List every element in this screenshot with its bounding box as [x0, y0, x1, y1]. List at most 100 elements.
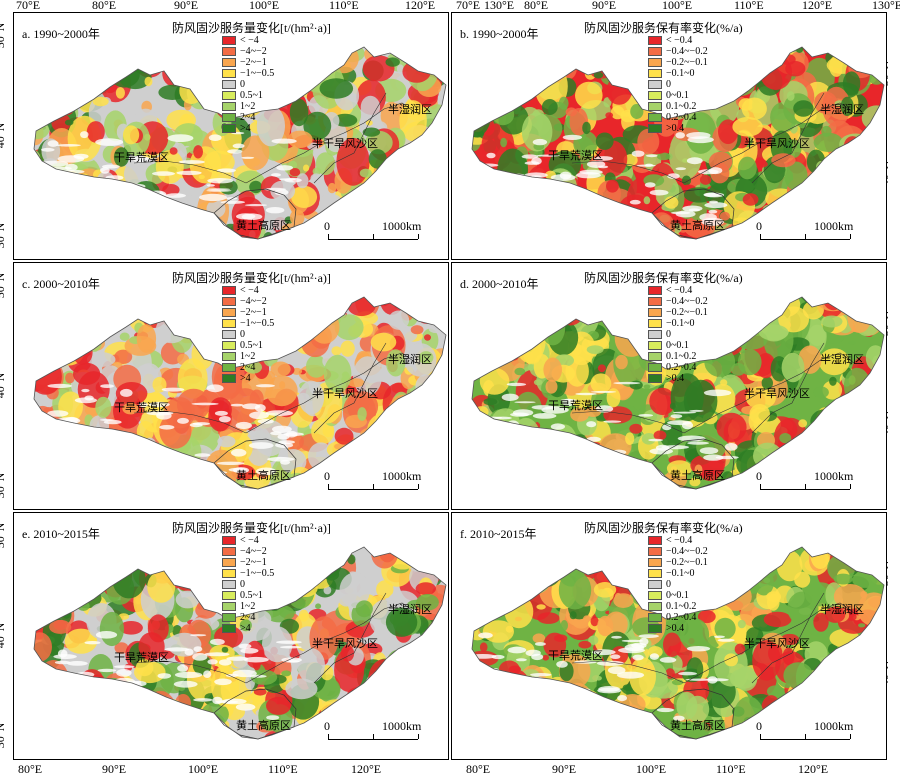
legend-item: < −4 [222, 535, 274, 546]
region-boundary [751, 92, 825, 184]
map-patch [82, 574, 94, 590]
map-patch [530, 193, 546, 202]
map-patch [794, 571, 811, 588]
map-patch [838, 655, 848, 662]
map-patch [871, 730, 880, 739]
legend-swatch [222, 613, 236, 622]
map-patch [474, 222, 498, 239]
map-patch [351, 219, 362, 234]
map-patch [178, 47, 189, 61]
map-patch [496, 681, 520, 696]
map-patch [563, 697, 582, 713]
map-patch [285, 566, 316, 609]
map-blank-patch [167, 134, 194, 142]
map-patch [676, 691, 698, 720]
map-patch [472, 729, 486, 739]
legend-label: 0.1~0.2 [666, 101, 697, 112]
map-patch [187, 297, 219, 331]
map-patch [149, 213, 177, 229]
map-patch [722, 222, 752, 239]
legend-swatch [648, 536, 662, 545]
legend-label: 0.5~1 [240, 90, 263, 101]
legend-label: 0 [666, 79, 671, 90]
map-patch [156, 204, 182, 228]
map-blank-patch [607, 666, 626, 675]
map-patch [393, 413, 417, 432]
map-patch [93, 460, 105, 475]
map-patch [363, 197, 380, 217]
map-patch [331, 702, 356, 720]
map-patch [409, 652, 421, 666]
legend-swatch [222, 113, 236, 122]
map-blank-patch [477, 687, 498, 693]
map-patch [499, 718, 517, 739]
legend-item: < −4 [222, 35, 274, 46]
map-patch [634, 586, 647, 596]
map-patch [545, 379, 558, 394]
map-patch [377, 168, 403, 185]
map-patch [126, 55, 136, 62]
map-blank-patch [267, 456, 295, 462]
map-patch [494, 676, 517, 699]
map-blank-patch [220, 200, 245, 204]
map-patch [191, 339, 214, 370]
map-patch [478, 475, 492, 487]
map-blank-patch [174, 671, 203, 679]
scale-zero: 0 [324, 719, 330, 733]
map-patch [601, 55, 609, 60]
map-patch [873, 127, 883, 139]
map-blank-patch [100, 167, 110, 174]
map-blank-patch [703, 192, 721, 197]
map-blank-patch [577, 467, 588, 473]
map-blank-patch [164, 193, 186, 198]
map-patch [120, 207, 131, 220]
map-patch [785, 700, 801, 716]
map-patch [586, 345, 604, 354]
map-patch [124, 161, 144, 187]
map-patch [724, 77, 755, 97]
map-patch [370, 332, 397, 352]
map-patch [159, 297, 182, 323]
map-patch [109, 60, 140, 88]
map-patch [509, 66, 524, 79]
legend-swatch [648, 113, 662, 122]
map-patch [132, 297, 150, 312]
map-patch [536, 604, 546, 610]
map-patch [304, 547, 313, 552]
map-patch [860, 406, 868, 411]
map-blank-patch [675, 167, 687, 171]
map-patch [779, 195, 803, 229]
map-blank-patch [648, 438, 663, 442]
map-patch [315, 152, 336, 176]
map-patch [201, 219, 222, 239]
map-patch [399, 697, 431, 717]
map-patch [295, 547, 320, 581]
map-patch [818, 348, 850, 376]
legend-label: 0.2~0.4 [666, 112, 697, 123]
map-patch [841, 395, 860, 419]
legend-item: −4~−2 [222, 296, 274, 307]
map-blank-patch [56, 144, 81, 147]
map-patch [204, 47, 222, 70]
map-patch [371, 222, 381, 229]
map-blank-patch [60, 181, 85, 188]
map-blank-patch [656, 707, 674, 713]
map-patch [497, 148, 529, 190]
map-patch [486, 553, 515, 573]
map-blank-patch [562, 134, 583, 140]
map-blank-patch [67, 454, 88, 461]
map-patch [610, 326, 626, 336]
map-patch [670, 373, 704, 422]
scale-distance: 1000km [814, 719, 854, 733]
scale-tick [328, 484, 329, 489]
legend-swatch [222, 624, 236, 633]
map-patch [472, 467, 493, 485]
map-patch [81, 726, 100, 739]
map-patch [34, 599, 39, 609]
region-label-loess: 黄土高原区 [670, 720, 725, 732]
map-blank-patch [226, 656, 249, 661]
map-patch [302, 299, 323, 319]
map-patch [175, 590, 200, 609]
map-patch [401, 681, 414, 696]
map-patch [545, 297, 571, 304]
